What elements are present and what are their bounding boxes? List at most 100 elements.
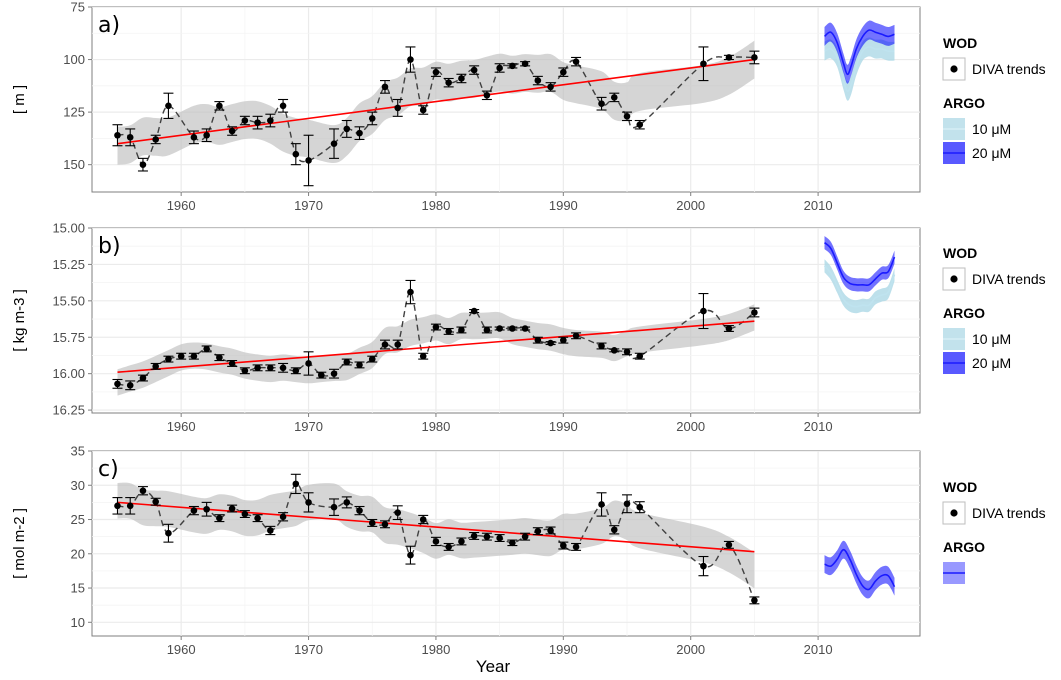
y-tick-label: 15.50 [52,293,85,308]
data-point [216,354,223,361]
data-point [165,529,172,537]
data-point [368,115,376,122]
data-point [496,534,503,542]
data-point [547,339,554,347]
data-point [483,91,491,99]
y-tick-label: 15.00 [52,221,85,236]
data-point [267,364,274,372]
y-tick-label: 15.25 [52,257,85,272]
data-point [534,77,542,84]
y-tick-label: 25 [71,512,85,527]
x-tick-label: 2010 [804,419,833,434]
legend-label-argo: 20 μM [972,145,1011,161]
data-point [751,54,758,61]
data-point [330,503,338,511]
diva-confidence-band [117,304,755,396]
data-point [470,66,478,74]
data-point [114,131,121,139]
data-point [470,307,478,315]
y-axis-title: [ kg m-3 ] [11,289,28,352]
data-point [368,519,376,527]
data-point [279,102,287,110]
data-point [126,134,134,141]
data-point [241,367,249,375]
data-point [139,487,147,495]
data-point [228,505,236,512]
data-point [356,361,363,369]
data-point [254,119,261,126]
data-point [700,307,707,315]
data-point [572,543,580,551]
x-axis-title: Year [476,657,511,676]
data-point [470,532,478,540]
linear-trend-line [117,58,755,145]
plot-area [112,20,895,187]
legend-title-argo: ARGO [943,539,985,555]
data-point [751,309,758,316]
argo-band [824,37,895,101]
data-point [394,509,402,516]
argo-line [823,29,895,76]
data-point [521,60,529,68]
data-point [610,526,618,534]
legend-label-diva: DIVA trends [972,505,1046,521]
data-point [560,542,567,549]
data-point [458,326,465,334]
data-point [725,325,733,332]
data-point [407,551,414,559]
data-point [254,364,261,372]
y-tick-label: 15 [71,581,85,596]
legend-label-diva: DIVA trends [972,271,1046,287]
data-point [317,371,325,379]
data-point [432,538,440,545]
x-tick-label: 1960 [167,198,196,213]
legend-point-icon [950,275,958,283]
data-point [381,341,389,348]
data-point [165,102,172,110]
data-point [343,358,351,366]
plot-area [112,473,896,605]
data-point [560,68,567,76]
data-point [432,323,440,331]
linear-trend-line [117,501,755,553]
data-point [292,150,300,158]
legend-2: WOD DIVA trends ARGO [942,479,1046,584]
data-point [267,117,274,124]
data-point [381,83,389,91]
linear-trend-line [117,320,755,374]
y-tick-label: 16.00 [52,366,85,381]
data-point [216,102,223,110]
legend-label-diva: DIVA trends [972,61,1046,77]
data-point [432,68,440,76]
data-point [126,502,134,510]
argo-line [823,241,896,287]
legend-title-argo: ARGO [943,305,985,321]
data-point [725,54,733,61]
data-point [203,131,210,139]
data-point [483,326,491,334]
data-point [114,502,121,510]
grid [92,7,920,192]
data-point [419,106,427,114]
data-point [343,499,351,506]
data-point [445,328,452,335]
diva-confidence-band [117,482,755,589]
data-point [381,521,389,528]
data-point [139,374,147,382]
data-point [445,79,452,86]
data-point [751,597,758,604]
data-point [521,533,529,540]
x-tick-label: 2000 [676,419,705,434]
argo-line [824,46,895,92]
data-point [305,157,312,164]
data-point [228,360,236,367]
data-point [598,501,605,508]
data-point [292,480,300,488]
legend-label-argo: 20 μM [972,355,1011,371]
data-point [572,332,580,340]
data-point [534,527,542,535]
data-point [216,514,223,522]
legend-title-wod: WOD [943,35,977,51]
data-point [547,83,554,91]
